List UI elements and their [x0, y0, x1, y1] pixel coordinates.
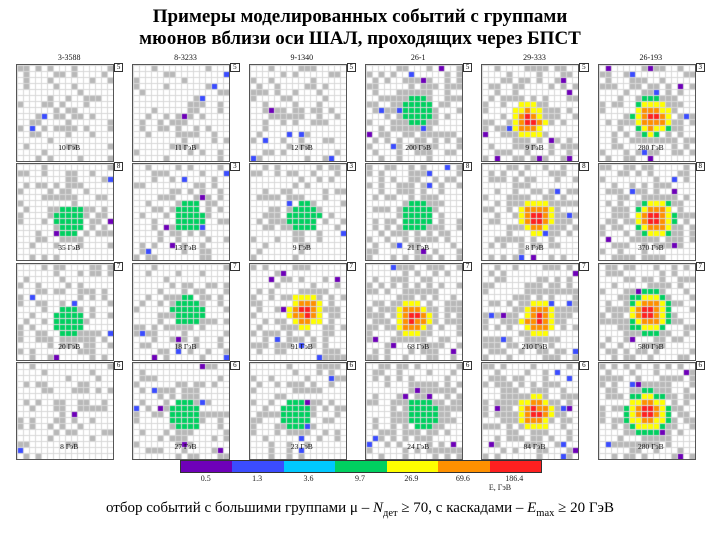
panel-bottom-label: 210 ГэВ	[477, 342, 591, 351]
heatmap-panel: 26-15 200 ГэВ	[361, 54, 475, 152]
panel-badge: 7	[463, 262, 473, 271]
panel-bottom-label: 21 ГэВ	[361, 243, 475, 252]
heatmap-panel: 3 13 ГэВ	[128, 153, 242, 251]
heatmap-panel: 6 23 ГэВ	[245, 352, 359, 450]
panel-badge: 8	[579, 162, 589, 171]
heatmap-panel: 7 18 ГэВ	[128, 253, 242, 351]
panel-bottom-label: 20 ГэВ	[12, 342, 126, 351]
panel-badge: 7	[114, 262, 124, 271]
panel-bottom-label: 35 ГэВ	[12, 243, 126, 252]
panel-badge: 5	[347, 63, 357, 72]
heatmap-panel: 8 35 ГэВ	[12, 153, 126, 251]
panel-bottom-label: 10 ГэВ	[12, 143, 126, 152]
panel-bottom-label: 280 ГэВ	[594, 442, 708, 451]
panel-bottom-label: 580 ГэВ	[594, 342, 708, 351]
heatmap-panel: 8 8 ГэВ	[477, 153, 591, 251]
heatmap-panel: 7 580 ГэВ	[594, 253, 708, 351]
panel-top-label: 9-1340	[245, 53, 359, 62]
panel-bottom-label: 370 ГэВ	[594, 243, 708, 252]
panel-badge: 3	[230, 162, 240, 171]
panel-badge: 8	[114, 162, 124, 171]
panel-top-label: 8-3233	[128, 53, 242, 62]
panel-bottom-label: 12 ГэВ	[245, 143, 359, 152]
panel-bottom-label: 27 ГэВ	[128, 442, 242, 451]
heatmap-panel: 3-35885 10 ГэВ	[12, 54, 126, 152]
panel-bottom-label: 68 ГэВ	[361, 342, 475, 351]
panel-badge: 8	[696, 162, 706, 171]
panel-badge: 6	[463, 361, 473, 370]
panel-badge: 6	[579, 361, 589, 370]
panel-bottom-label: 24 ГэВ	[361, 442, 475, 451]
panel-badge: 6	[347, 361, 357, 370]
panel-bottom-label: 23 ГэВ	[245, 442, 359, 451]
panel-top-label: 29-333	[477, 53, 591, 62]
slide-title: Примеры моделированных событий с группам…	[12, 6, 708, 50]
panel-bottom-label: 9 ГэВ	[477, 143, 591, 152]
footer-caption: отбор событий с большими группами μ – Nд…	[12, 500, 708, 519]
heatmap-panel: 8 370 ГэВ	[594, 153, 708, 251]
heatmap-panel: 9-13405 12 ГэВ	[245, 54, 359, 152]
panel-bottom-label: 9 ГэВ	[245, 243, 359, 252]
panel-bottom-label: 11 ГэВ	[128, 143, 242, 152]
heatmap-panel: 26-1933 280 ГэВ	[594, 54, 708, 152]
heatmap-panel: 7 91 ГэВ	[245, 253, 359, 351]
panel-badge: 5	[579, 63, 589, 72]
panel-badge: 6	[230, 361, 240, 370]
panel-badge: 7	[696, 262, 706, 271]
panel-bottom-label: 200 ГэВ	[361, 143, 475, 152]
panel-badge: 3	[696, 63, 706, 72]
heatmap-panel: 6 84 ГэВ	[477, 352, 591, 450]
colorbar: 0.51.33.69.726.969.6186.4 E, ГэВ	[180, 460, 540, 492]
panel-badge: 5	[114, 63, 124, 72]
panel-bottom-label: 280 ГэВ	[594, 143, 708, 152]
panel-top-label: 26-193	[594, 53, 708, 62]
heatmap-panel: 6 280 ГэВ	[594, 352, 708, 450]
panel-badge: 5	[463, 63, 473, 72]
panel-badge: 5	[230, 63, 240, 72]
heatmap-panel: 8 21 ГэВ	[361, 153, 475, 251]
heatmap-panel: 3 9 ГэВ	[245, 153, 359, 251]
heatmap-panel: 7 20 ГэВ	[12, 253, 126, 351]
panel-badge: 7	[230, 262, 240, 271]
panel-badge: 6	[696, 361, 706, 370]
heatmap-panel: 8-32335 11 ГэВ	[128, 54, 242, 152]
heatmap-panel: 6 27 ГэВ	[128, 352, 242, 450]
panel-badge: 3	[347, 162, 357, 171]
heatmap-panel: 6 8 ГэВ	[12, 352, 126, 450]
heatmap-panel: 7 210 ГэВ	[477, 253, 591, 351]
heatmap-panel: 7 68 ГэВ	[361, 253, 475, 351]
panel-top-label: 3-3588	[12, 53, 126, 62]
panel-bottom-label: 8 ГэВ	[12, 442, 126, 451]
panel-badge: 8	[463, 162, 473, 171]
heatmap-panel: 6 24 ГэВ	[361, 352, 475, 450]
heatmap-grid: 3-3588510 ГэВ8-3233511 ГэВ9-1340512 ГэВ2…	[12, 54, 708, 450]
heatmap-panel: 29-3335 9 ГэВ	[477, 54, 591, 152]
panel-top-label: 26-1	[361, 53, 475, 62]
panel-bottom-label: 84 ГэВ	[477, 442, 591, 451]
panel-bottom-label: 13 ГэВ	[128, 243, 242, 252]
panel-badge: 7	[579, 262, 589, 271]
panel-badge: 7	[347, 262, 357, 271]
panel-bottom-label: 91 ГэВ	[245, 342, 359, 351]
panel-bottom-label: 18 ГэВ	[128, 342, 242, 351]
panel-badge: 6	[114, 361, 124, 370]
panel-bottom-label: 8 ГэВ	[477, 243, 591, 252]
